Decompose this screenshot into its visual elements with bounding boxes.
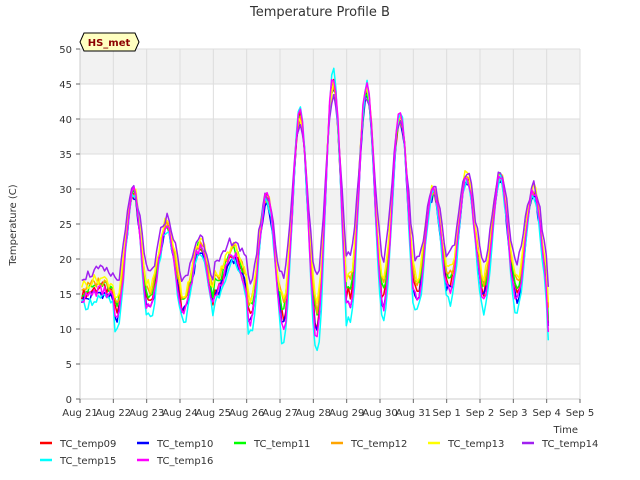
legend: TC_temp09 TC_temp10 TC_temp11 TC_temp12 TC_t… <box>40 439 598 467</box>
y-tick-label: 30 <box>59 185 72 196</box>
grid-band <box>80 259 580 294</box>
legend-label: TC_temp16 <box>156 456 213 467</box>
x-axis-label: Time <box>553 425 578 436</box>
x-tick-label: Aug 28 <box>296 408 331 419</box>
x-tick-label: Sep 4 <box>532 408 560 419</box>
x-tick-label: Sep 2 <box>466 408 494 419</box>
grid-band <box>80 119 580 154</box>
y-tick-label: 15 <box>59 290 72 301</box>
y-tick-label: 5 <box>66 360 72 371</box>
legend-label: TC_temp09 <box>59 439 116 450</box>
series-line-TC_temp14 <box>81 93 550 287</box>
series-layer <box>80 67 550 352</box>
chart-title: Temperature Profile B <box>249 5 390 20</box>
x-tick-label: Sep 3 <box>499 408 527 419</box>
x-tick-label: Aug 24 <box>162 408 197 419</box>
legend-label: TC_temp13 <box>447 439 504 450</box>
y-tick-label: 40 <box>59 115 72 126</box>
x-tick-label: Aug 23 <box>129 408 164 419</box>
x-tick-label: Aug 29 <box>329 408 364 419</box>
grid-lines <box>79 48 581 400</box>
x-tick-label: Aug 30 <box>362 408 397 419</box>
grid-band <box>80 329 580 364</box>
legend-item-TC_temp11: TC_temp11 <box>234 439 310 450</box>
legend-label: TC_temp12 <box>350 439 407 450</box>
y-tick-label: 45 <box>59 80 72 91</box>
y-tick-label: 20 <box>59 255 72 266</box>
legend-item-TC_temp16: TC_temp16 <box>137 456 213 467</box>
y-tick-label: 50 <box>59 45 72 56</box>
x-tick-label: Aug 31 <box>396 408 431 419</box>
series-line-TC_temp16 <box>81 78 550 338</box>
legend-item-TC_temp10: TC_temp10 <box>137 439 213 450</box>
legend-label: TC_temp14 <box>541 439 598 450</box>
series-line-TC_temp15 <box>81 67 550 352</box>
x-tick-label: Sep 1 <box>432 408 460 419</box>
legend-label: TC_temp15 <box>59 456 116 467</box>
grid-band <box>80 49 580 84</box>
annotation-label: HS_met <box>88 38 131 49</box>
legend-item-TC_temp12: TC_temp12 <box>331 439 407 450</box>
y-tick-label: 25 <box>59 220 72 231</box>
legend-item-TC_temp09: TC_temp09 <box>40 439 116 450</box>
x-tick-label: Aug 21 <box>62 408 97 419</box>
x-tick-label: Aug 26 <box>229 408 264 419</box>
annotation-box: HS_met <box>79 32 140 52</box>
y-axis-label: Temperature (C) <box>8 184 19 266</box>
legend-label: TC_temp10 <box>156 439 213 450</box>
legend-item-TC_temp15: TC_temp15 <box>40 456 116 467</box>
y-tick-label: 10 <box>59 325 72 336</box>
legend-item-TC_temp14: TC_temp14 <box>522 439 598 450</box>
x-tick-label: Aug 22 <box>96 408 131 419</box>
x-tick-label: Sep 5 <box>566 408 594 419</box>
series-line-TC_temp13 <box>80 80 550 304</box>
y-tick-label: 35 <box>59 150 72 161</box>
legend-label: TC_temp11 <box>253 439 310 450</box>
x-tick-label: Aug 27 <box>262 408 297 419</box>
y-tick-label: 0 <box>66 395 72 406</box>
legend-item-TC_temp13: TC_temp13 <box>428 439 504 450</box>
x-tick-label: Aug 25 <box>196 408 231 419</box>
